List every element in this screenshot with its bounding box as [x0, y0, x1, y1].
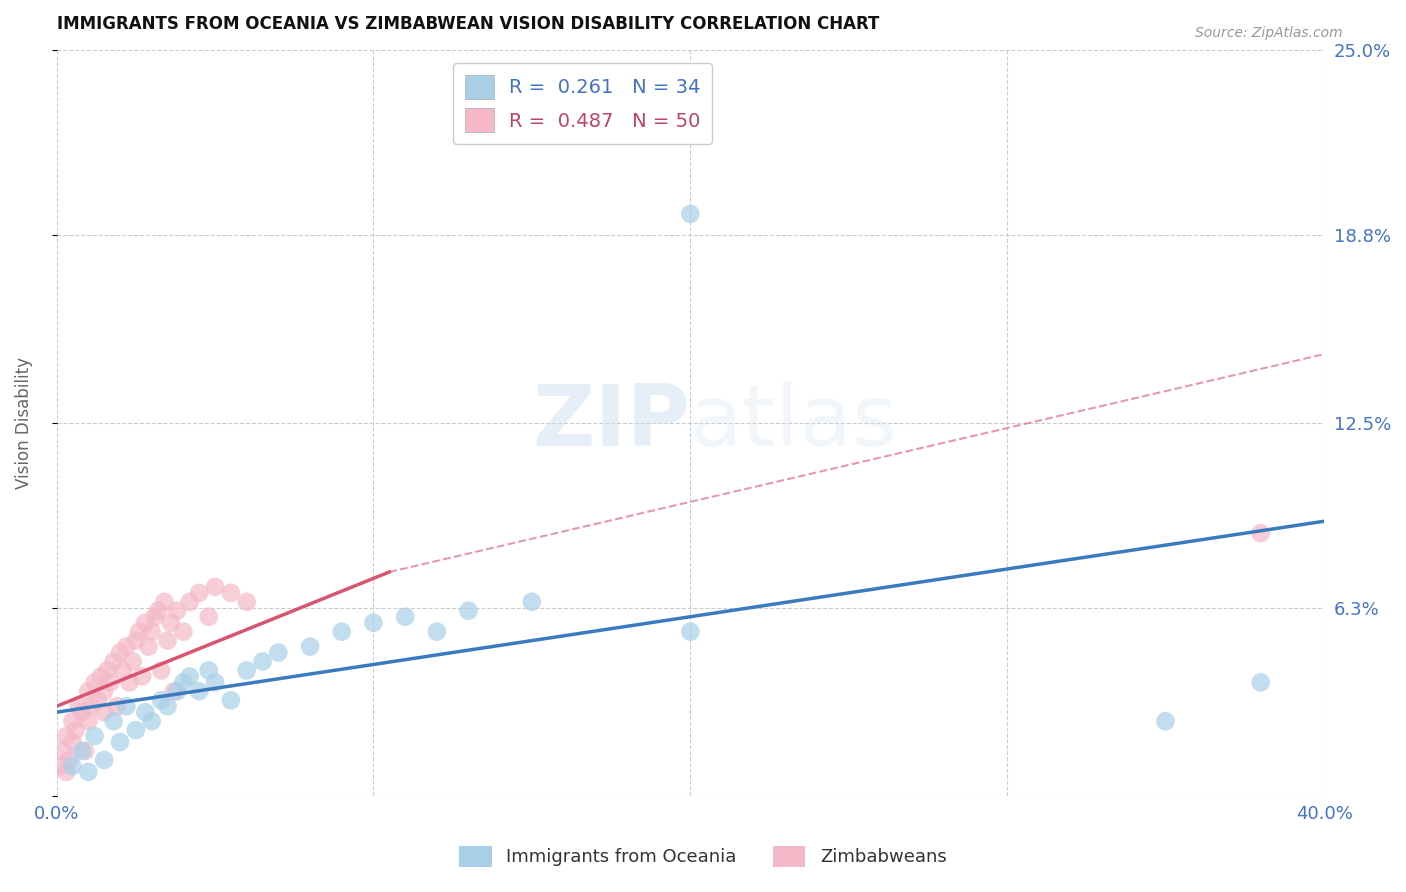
Point [457, 604, 479, 618]
Point [141, 624, 163, 639]
Point [267, 646, 290, 660]
Point [172, 675, 194, 690]
Point [108, 735, 131, 749]
Point [62, 759, 84, 773]
Point [108, 646, 131, 660]
Point [80, 699, 103, 714]
Point [105, 699, 128, 714]
Point [330, 624, 353, 639]
Point [679, 207, 702, 221]
Point [188, 684, 211, 698]
Point [1250, 675, 1272, 690]
Point [179, 669, 201, 683]
Point [112, 664, 135, 678]
Point [134, 615, 156, 630]
Point [52, 744, 75, 758]
Point [235, 595, 257, 609]
Point [115, 640, 138, 654]
Point [70, 705, 93, 719]
Legend: R =  0.261   N = 34, R =  0.487   N = 50: R = 0.261 N = 34, R = 0.487 N = 50 [453, 63, 713, 144]
Point [103, 714, 125, 728]
Point [87, 693, 110, 707]
Point [62, 735, 84, 749]
Point [1154, 714, 1177, 728]
Point [156, 633, 179, 648]
Point [138, 640, 160, 654]
Point [96, 664, 118, 678]
Point [153, 595, 176, 609]
Point [252, 655, 274, 669]
Point [299, 640, 322, 654]
Point [128, 624, 150, 639]
Point [146, 604, 169, 618]
Point [83, 675, 105, 690]
Point [65, 723, 87, 738]
Point [394, 609, 416, 624]
Y-axis label: Vision Disability: Vision Disability [15, 357, 32, 489]
Point [363, 615, 385, 630]
Point [426, 624, 449, 639]
Point [159, 615, 181, 630]
Point [77, 714, 100, 728]
Point [197, 609, 219, 624]
Point [235, 664, 257, 678]
Point [125, 633, 148, 648]
Point [118, 675, 141, 690]
Text: atlas: atlas [690, 381, 898, 465]
Point [55, 729, 77, 743]
Point [58, 753, 80, 767]
Point [166, 684, 188, 698]
Point [219, 693, 242, 707]
Point [150, 664, 173, 678]
Point [121, 655, 143, 669]
Text: IMMIGRANTS FROM OCEANIA VS ZIMBABWEAN VISION DISABILITY CORRELATION CHART: IMMIGRANTS FROM OCEANIA VS ZIMBABWEAN VI… [56, 15, 879, 33]
Point [163, 684, 186, 698]
Legend: Immigrants from Oceania, Zimbabweans: Immigrants from Oceania, Zimbabweans [453, 838, 953, 874]
Point [679, 624, 702, 639]
Point [156, 699, 179, 714]
Point [1250, 526, 1272, 541]
Point [49, 759, 72, 773]
Point [100, 675, 122, 690]
Point [93, 684, 115, 698]
Point [143, 609, 166, 624]
Text: Source: ZipAtlas.com: Source: ZipAtlas.com [1195, 26, 1343, 40]
Point [219, 586, 242, 600]
Point [520, 595, 543, 609]
Point [125, 723, 148, 738]
Point [172, 624, 194, 639]
Text: ZIP: ZIP [533, 381, 690, 465]
Point [90, 669, 112, 683]
Point [75, 744, 97, 758]
Point [67, 699, 90, 714]
Point [197, 664, 219, 678]
Point [115, 699, 138, 714]
Point [93, 753, 115, 767]
Point [134, 705, 156, 719]
Point [77, 764, 100, 779]
Point [70, 744, 93, 758]
Point [141, 714, 163, 728]
Point [131, 669, 153, 683]
Point [204, 580, 226, 594]
Point [204, 675, 226, 690]
Point [62, 714, 84, 728]
Point [83, 729, 105, 743]
Point [93, 705, 115, 719]
Point [103, 655, 125, 669]
Point [55, 764, 77, 779]
Point [179, 595, 201, 609]
Point [188, 586, 211, 600]
Point [77, 684, 100, 698]
Point [166, 604, 188, 618]
Point [150, 693, 173, 707]
